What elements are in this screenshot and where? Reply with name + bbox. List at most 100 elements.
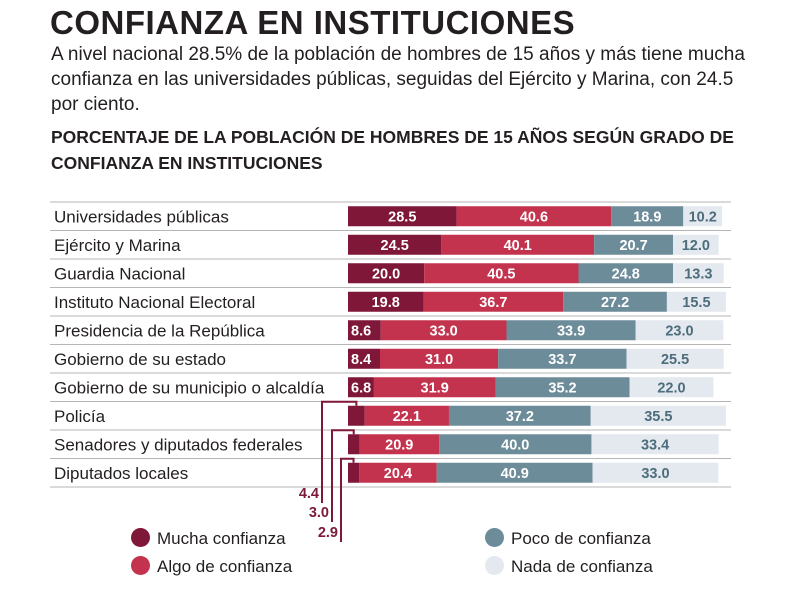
bar-segment-mucha: [348, 291, 424, 312]
bar-segment-poco: [436, 462, 593, 483]
bar-segment-algo: [359, 434, 440, 455]
bar-segment-algo: [364, 405, 449, 426]
value-label-mucha: 24.5: [381, 238, 409, 254]
legend-swatch-algo: [131, 556, 150, 575]
value-label-algo: 22.1: [393, 409, 421, 425]
value-label-nada: 13.3: [684, 266, 712, 282]
value-label-poco: 24.8: [612, 266, 640, 282]
bar-segment-nada: [672, 234, 719, 255]
bar-segment-poco: [506, 320, 636, 341]
value-label-mucha: 8.6: [351, 323, 371, 339]
bar-segment-nada: [626, 348, 724, 369]
legend-swatch-nada: [485, 556, 504, 575]
bar-segment-mucha: [348, 234, 442, 255]
value-label-poco: 18.9: [633, 209, 661, 225]
legend-item-poco: Poco de confianza: [485, 528, 651, 549]
bar-segment-nada: [592, 462, 719, 483]
value-label-algo: 20.4: [384, 466, 412, 482]
category-label: Universidades públicas: [54, 207, 229, 226]
bar-segment-poco: [498, 348, 627, 369]
category-label: Instituto Nacional Electoral: [54, 293, 255, 312]
value-label-algo: 40.1: [504, 238, 532, 254]
category-label: Ejército y Marina: [54, 236, 181, 255]
bar-segment-poco: [594, 234, 673, 255]
bar-segment-poco: [439, 434, 592, 455]
value-label-mucha: 2.9: [318, 525, 338, 541]
leader-line: [340, 457, 355, 542]
value-label-nada: 23.0: [665, 323, 693, 339]
category-label: Guardia Nacional: [54, 264, 185, 283]
bar-segment-nada: [591, 434, 719, 455]
value-label-poco: 40.9: [501, 466, 529, 482]
bar-segment-algo: [373, 377, 496, 398]
category-label: Senadores y diputados federales: [54, 435, 303, 454]
value-label-mucha: 6.8: [351, 380, 371, 396]
category-label: Policía: [54, 407, 106, 426]
value-label-nada: 33.4: [641, 437, 669, 453]
bar-segment-mucha: [348, 348, 381, 369]
legend-label-poco: Poco de confianza: [511, 529, 651, 548]
bar-segment-algo: [359, 462, 437, 483]
legend-label-nada: Nada de confianza: [511, 557, 653, 576]
value-label-nada: 35.5: [644, 409, 672, 425]
bar-segment-nada: [666, 291, 726, 312]
value-label-poco: 27.2: [601, 295, 629, 311]
chart-title: PORCENTAJE DE LA POBLACIÓN DE HOMBRES DE…: [51, 127, 734, 173]
value-label-poco: 33.7: [548, 352, 576, 368]
value-label-algo: 20.9: [385, 437, 413, 453]
bar-segment-nada: [672, 263, 724, 284]
bar-segment-mucha: [348, 206, 457, 227]
subtitle: A nivel nacional 28.5% de la población d…: [51, 44, 745, 115]
value-label-nada: 10.2: [689, 209, 717, 225]
legend-label-mucha: Mucha confianza: [157, 529, 286, 548]
bar-segment-algo: [456, 206, 612, 227]
legend-item-algo: Algo de confianza: [131, 556, 292, 577]
value-label-algo: 40.6: [520, 209, 548, 225]
value-label-algo: 36.7: [479, 295, 507, 311]
bar-segment-nada: [635, 320, 724, 341]
value-label-poco: 33.9: [557, 323, 585, 339]
value-label-mucha: 3.0: [309, 505, 329, 521]
bar-segment-nada: [629, 377, 714, 398]
bar-segment-mucha: [348, 462, 360, 483]
bar-segment-poco: [611, 206, 684, 227]
value-label-nada: 33.0: [641, 466, 669, 482]
value-label-poco: 40.0: [501, 437, 529, 453]
value-label-nada: 25.5: [661, 352, 689, 368]
value-label-mucha: 20.0: [372, 266, 400, 282]
value-label-nada: 12.0: [682, 238, 710, 254]
category-label: Gobierno de su estado: [54, 350, 226, 369]
value-label-poco: 37.2: [506, 409, 534, 425]
legend-swatch-mucha: [131, 528, 150, 547]
bar-segment-nada: [590, 405, 726, 426]
category-label: Gobierno de su municipio o alcaldía: [54, 378, 325, 397]
value-label-mucha: 4.4: [299, 486, 319, 502]
value-label-mucha: 8.4: [351, 352, 371, 368]
category-label: Diputados locales: [54, 464, 188, 483]
leader-line: [331, 429, 355, 522]
leader-line: [321, 400, 358, 503]
value-label-nada: 15.5: [682, 295, 710, 311]
value-label-algo: 33.0: [430, 323, 458, 339]
bar-segment-mucha: [348, 320, 381, 341]
bar-segment-poco: [495, 377, 630, 398]
value-label-poco: 20.7: [619, 238, 647, 254]
bar-segment-mucha: [348, 377, 374, 398]
bar-segment-algo: [423, 291, 564, 312]
value-label-algo: 40.5: [487, 266, 515, 282]
legend-swatch-poco: [485, 528, 504, 547]
value-label-algo: 31.0: [425, 352, 453, 368]
legend-label-algo: Algo de confianza: [157, 557, 293, 576]
value-label-mucha: 28.5: [388, 209, 416, 225]
legend-item-mucha: Mucha confianza: [131, 528, 286, 549]
bar-segment-mucha: [348, 405, 365, 426]
legend-item-nada: Nada de confianza: [485, 556, 653, 577]
bar-segment-poco: [578, 263, 673, 284]
bar-segment-algo: [424, 263, 579, 284]
bar-segment-algo: [441, 234, 595, 255]
bar-segment-nada: [683, 206, 723, 227]
category-label: Presidencia de la República: [54, 321, 265, 340]
value-label-nada: 22.0: [657, 380, 685, 396]
bar-segment-poco: [563, 291, 667, 312]
